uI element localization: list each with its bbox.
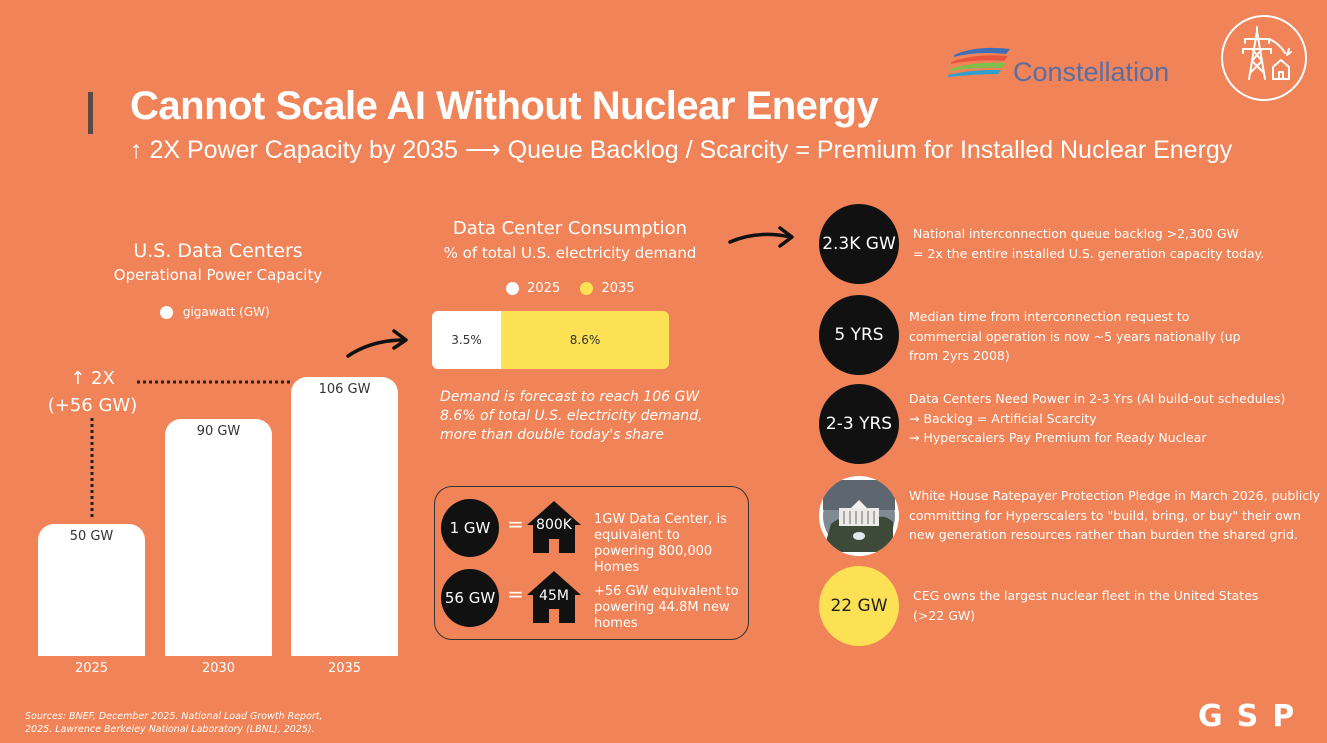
house-icon [527, 501, 581, 553]
fact-line: White House Ratepayer Protection Pledge … [909, 488, 1321, 503]
consumption-note: Demand is forecast to reach 106 GW 8.6% … [440, 388, 703, 445]
arrow-to-facts-icon [728, 226, 794, 248]
fact-line: Median time from interconnection request… [909, 309, 1190, 324]
capacity-bar-2030 [165, 419, 272, 656]
note-line: 8.6% of total U.S. electricity demand, [440, 408, 703, 424]
capacity-bar-2025 [38, 524, 145, 656]
fact-line: Data Centers Need Power in 2-3 Yrs (AI b… [909, 391, 1286, 406]
fact-text-pledge: White House Ratepayer Protection Pledge … [909, 486, 1320, 545]
fact-line: = 2x the entire installed U.S. generatio… [913, 245, 1265, 261]
capacity-chart-subtitle: Operational Power Capacity [113, 266, 323, 284]
fact-text-backlog: National interconnection queue backlog >… [913, 224, 1264, 263]
fact-line: → Backlog = Artificial Scarcity [909, 410, 1097, 426]
fact-text-time: Median time from interconnection request… [909, 307, 1241, 366]
fact-badge-time: 5 YRS [819, 295, 899, 375]
title-accent-bar [88, 92, 93, 134]
fact-line: (>22 GW) [913, 607, 976, 623]
legend-label-2025: 2025 [527, 281, 561, 296]
capacity-bar-label: 106 GW [318, 382, 371, 397]
equivalence-text: +56 GW equivalent to powering 44.8M new … [594, 584, 739, 631]
equals-sign: = [507, 512, 524, 536]
fact-line: CEG owns the largest nuclear fleet in th… [913, 588, 1259, 603]
legend-swatch-2025 [506, 282, 519, 295]
capacity-x-tick: 2030 [201, 661, 236, 676]
fact-line: from 2yrs 2008) [909, 348, 1010, 363]
legend-swatch-gw [160, 306, 173, 319]
consumption-segment-2025: 3.5% [432, 311, 501, 369]
consumption-title: Data Center Consumption [452, 218, 688, 239]
gw-badge: 1 GW [441, 499, 499, 557]
note-line: more than double today's share [440, 427, 664, 443]
fact-text-need: Data Centers Need Power in 2-3 Yrs (AI b… [909, 389, 1285, 448]
capacity-x-tick: 2035 [327, 661, 362, 676]
gw-badge: 56 GW [441, 569, 499, 627]
growth-dotted-connector [90, 380, 292, 520]
sources-note: Sources: BNEF, December 2025. National L… [25, 710, 323, 736]
capacity-x-tick: 2025 [74, 661, 109, 676]
capacity-bar-label: 50 GW [69, 529, 114, 545]
fact-text-fleet: CEG owns the largest nuclear fleet in th… [913, 586, 1258, 625]
capacity-chart-title: U.S. Data Centers [133, 240, 303, 262]
white-house-icon [823, 480, 895, 552]
equals-sign: = [507, 582, 524, 606]
capacity-bar-2035 [291, 377, 398, 656]
homes-count: 45M [539, 588, 569, 604]
legend-swatch-2035 [580, 282, 594, 295]
equivalence-text: 1GW Data Center, is equivalent to poweri… [594, 512, 727, 575]
fact-line: commercial operation is now ~5 years nat… [909, 328, 1241, 344]
fact-line: new generation resources rather than bur… [909, 527, 1298, 542]
consumption-stacked-bar: 3.5% 8.6% [432, 311, 669, 369]
white-house-photo [819, 476, 899, 556]
capacity-bar-label: 90 GW [196, 424, 241, 440]
page-subtitle: ↑ 2X Power Capacity by 2035 ⟶ Queue Back… [130, 136, 1233, 164]
consumption-segment-2035: 8.6% [501, 311, 669, 369]
fact-badge-need: 2-3 YRS [819, 384, 899, 464]
source-line: 2025. Lawrence Berkeley National Laborat… [25, 724, 315, 735]
gsp-brand: GSP [1198, 699, 1309, 734]
arrow-to-consumption-icon [346, 329, 408, 358]
capacity-legend: gigawatt (GW) [160, 305, 270, 319]
legend-label-2035: 2035 [601, 281, 635, 296]
power-tower-icon [1221, 15, 1307, 101]
growth-delta: (+56 GW) [47, 395, 138, 416]
legend-label-gw: gigawatt (GW) [182, 305, 270, 319]
fact-line: → Hyperscalers Pay Premium for Ready Nuc… [909, 430, 1207, 445]
homes-equivalence-box: 1 GW = 800K 1GW Data Center, is equivale… [434, 486, 749, 640]
constellation-logo-text: Constellation [1013, 57, 1170, 87]
note-line: Demand is forecast to reach 106 GW [440, 389, 700, 405]
growth-multiplier: ↑ 2X [70, 368, 115, 389]
house-icon [527, 571, 581, 623]
homes-count: 800K [536, 517, 572, 533]
fact-line: committing for Hyperscalers to "build, b… [909, 507, 1301, 523]
growth-annotation: ↑ 2X (+56 GW) [45, 365, 140, 419]
consumption-subtitle: % of total U.S. electricity demand [443, 244, 697, 262]
fact-badge-fleet: 22 GW [819, 566, 899, 646]
constellation-logo-icon [948, 47, 1010, 77]
source-line: Sources: BNEF, December 2025. National L… [25, 711, 323, 722]
fact-line: National interconnection queue backlog >… [913, 226, 1239, 241]
consumption-legend: 2025 2035 [506, 281, 635, 296]
page-title: Cannot Scale AI Without Nuclear Energy [130, 84, 879, 128]
fact-badge-backlog: 2.3K GW [819, 204, 899, 284]
